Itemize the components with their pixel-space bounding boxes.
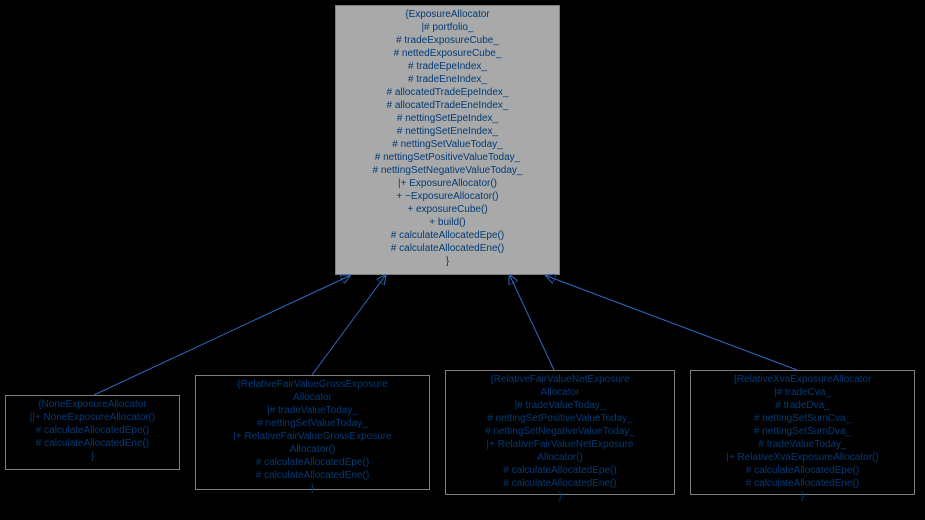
class-relative-fair-value-net[interactable]: {RelativeFairValueNetExposure Allocator … bbox=[445, 370, 675, 495]
attr: # nettingSetNegativeValueToday_ bbox=[340, 164, 555, 177]
attr: # nettingSetPositiveValueToday_ bbox=[340, 151, 555, 164]
class-none-exposure-allocator[interactable]: {NoneExposureAllocator ||+ NoneExposureA… bbox=[5, 395, 180, 470]
attr: |# tradeValueToday_ bbox=[450, 399, 670, 412]
class-end: } bbox=[695, 490, 910, 503]
attr: # nettingSetPositiveValueToday_ bbox=[450, 412, 670, 425]
attr: # tradeExposureCube_ bbox=[340, 34, 555, 47]
method: # calculateAllocatedEne() bbox=[340, 242, 555, 255]
method: # calculateAllocatedEne() bbox=[200, 469, 425, 482]
class-title: {RelativeFairValueGrossExposure bbox=[200, 378, 425, 391]
attr: # allocatedTradeEneIndex_ bbox=[340, 99, 555, 112]
attr: # tradeValueToday_ bbox=[695, 438, 910, 451]
class-end: } bbox=[200, 482, 425, 495]
method: Allocator() bbox=[200, 443, 425, 456]
attr: # nettingSetSumDva_ bbox=[695, 425, 910, 438]
method: + ~ExposureAllocator() bbox=[340, 190, 555, 203]
method: # calculateAllocatedEpe() bbox=[695, 464, 910, 477]
inheritance-edge bbox=[510, 276, 554, 370]
method: ||+ NoneExposureAllocator() bbox=[10, 411, 175, 424]
class-title: {RelativeXvaExposureAllocator bbox=[695, 373, 910, 386]
class-exposure-allocator[interactable]: {ExposureAllocator |# portfolio_ # trade… bbox=[335, 5, 560, 275]
method: + build() bbox=[340, 216, 555, 229]
method: # calculateAllocatedEpe() bbox=[200, 456, 425, 469]
inheritance-edge bbox=[547, 276, 797, 370]
attr: |# tradeValueToday_ bbox=[200, 404, 425, 417]
method: # calculateAllocatedEne() bbox=[695, 477, 910, 490]
inheritance-edge bbox=[312, 276, 385, 375]
method: # calculateAllocatedEne() bbox=[450, 477, 670, 490]
attr: # nettedExposureCube_ bbox=[340, 47, 555, 60]
attr: # nettingSetEpeIndex_ bbox=[340, 112, 555, 125]
attr: # tradeDva_ bbox=[695, 399, 910, 412]
attr: |# portfolio_ bbox=[340, 21, 555, 34]
class-relative-xva-exposure[interactable]: {RelativeXvaExposureAllocator |# tradeCv… bbox=[690, 370, 915, 495]
method: |+ ExposureAllocator() bbox=[340, 177, 555, 190]
method: Allocator() bbox=[450, 451, 670, 464]
attr: # nettingSetValueToday_ bbox=[340, 138, 555, 151]
method: # calculateAllocatedEpe() bbox=[340, 229, 555, 242]
attr: # nettingSetValueToday_ bbox=[200, 417, 425, 430]
class-title: {RelativeFairValueNetExposure bbox=[450, 373, 670, 386]
attr: # tradeEneIndex_ bbox=[340, 73, 555, 86]
class-title: Allocator bbox=[200, 391, 425, 404]
attr: # nettingSetNegativeValueToday_ bbox=[450, 425, 670, 438]
class-title: Allocator bbox=[450, 386, 670, 399]
class-end: } bbox=[10, 450, 175, 463]
attr: # nettingSetEneIndex_ bbox=[340, 125, 555, 138]
class-end: } bbox=[450, 490, 670, 503]
method: |+ RelativeXvaExposureAllocator() bbox=[695, 451, 910, 464]
method: |+ RelativeFairValueGrossExposure bbox=[200, 430, 425, 443]
class-end: } bbox=[340, 255, 555, 268]
method: |+ RelativeFairValueNetExposure bbox=[450, 438, 670, 451]
attr: # allocatedTradeEpeIndex_ bbox=[340, 86, 555, 99]
attr: # nettingSetSumCva_ bbox=[695, 412, 910, 425]
method: # calculateAllocatedEpe() bbox=[10, 424, 175, 437]
class-relative-fair-value-gross[interactable]: {RelativeFairValueGrossExposure Allocato… bbox=[195, 375, 430, 490]
class-title: {NoneExposureAllocator bbox=[10, 398, 175, 411]
attr: |# tradeCva_ bbox=[695, 386, 910, 399]
attr: # tradeEpeIndex_ bbox=[340, 60, 555, 73]
method: + exposureCube() bbox=[340, 203, 555, 216]
method: # calculateAllocatedEne() bbox=[10, 437, 175, 450]
method: # calculateAllocatedEpe() bbox=[450, 464, 670, 477]
class-title: {ExposureAllocator bbox=[340, 8, 555, 21]
